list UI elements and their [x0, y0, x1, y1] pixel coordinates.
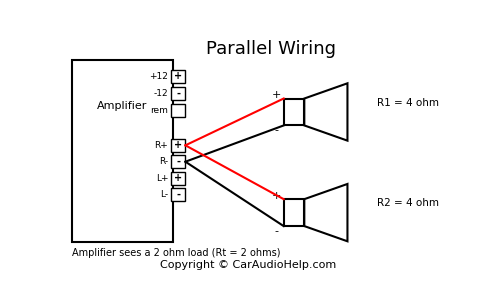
Text: Amplifier: Amplifier	[97, 101, 148, 111]
Polygon shape	[304, 83, 348, 141]
Bar	[171, 139, 185, 152]
Text: +: +	[174, 140, 182, 150]
Bar	[171, 104, 185, 117]
Text: -: -	[176, 157, 180, 167]
Text: Copyright © CarAudioHelp.com: Copyright © CarAudioHelp.com	[160, 260, 336, 270]
Text: +12: +12	[149, 72, 168, 81]
Text: L+: L+	[156, 174, 168, 183]
Text: +: +	[272, 191, 281, 201]
Text: +: +	[272, 90, 281, 100]
Text: R+: R+	[154, 141, 168, 150]
Text: rem: rem	[150, 106, 168, 115]
Text: L-: L-	[160, 190, 168, 199]
Bar	[171, 87, 185, 100]
Bar	[72, 60, 173, 243]
Text: -: -	[274, 226, 278, 236]
Bar	[171, 155, 185, 168]
Text: +: +	[174, 71, 182, 81]
Text: -: -	[274, 125, 278, 135]
Text: R-: R-	[159, 157, 168, 166]
Text: +: +	[174, 173, 182, 183]
Text: R1 = 4 ohm: R1 = 4 ohm	[378, 98, 439, 108]
Text: -12: -12	[153, 89, 168, 98]
Text: -: -	[176, 189, 180, 199]
Text: Parallel Wiring: Parallel Wiring	[206, 40, 335, 58]
Bar	[284, 199, 304, 226]
Text: -: -	[176, 89, 180, 99]
Bar	[171, 70, 185, 83]
Polygon shape	[304, 184, 348, 241]
Text: R2 = 4 ohm: R2 = 4 ohm	[378, 198, 439, 208]
Bar	[171, 188, 185, 201]
Text: Amplifier sees a 2 ohm load (Rt = 2 ohms): Amplifier sees a 2 ohm load (Rt = 2 ohms…	[72, 248, 280, 258]
Bar	[284, 98, 304, 126]
Bar	[171, 172, 185, 185]
